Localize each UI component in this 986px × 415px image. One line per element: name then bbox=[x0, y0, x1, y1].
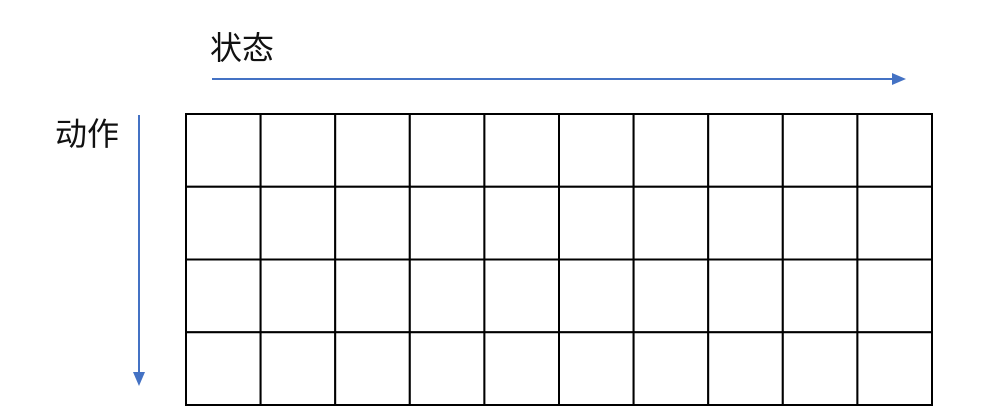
grid-cell bbox=[185, 185, 262, 261]
q-table-grid bbox=[185, 113, 934, 406]
grid-cell bbox=[558, 331, 635, 406]
grid-cell bbox=[483, 185, 560, 261]
action-arrow-head-icon bbox=[133, 372, 145, 386]
grid-cell bbox=[259, 113, 337, 188]
grid-cell bbox=[558, 258, 635, 334]
grid-cell bbox=[185, 258, 262, 334]
grid-cell bbox=[334, 113, 411, 188]
grid-cell bbox=[781, 185, 859, 261]
grid-cell bbox=[707, 258, 784, 334]
grid-cell bbox=[408, 331, 486, 406]
grid-cell bbox=[707, 113, 784, 188]
grid-cell bbox=[558, 185, 635, 261]
grid-cell bbox=[856, 113, 934, 188]
grid-cell bbox=[408, 258, 486, 334]
grid-cell bbox=[632, 331, 710, 406]
grid-cell bbox=[259, 258, 337, 334]
grid-cell bbox=[334, 331, 411, 406]
state-arrow-head-icon bbox=[892, 73, 906, 85]
grid-cell bbox=[483, 331, 560, 406]
grid-cell bbox=[185, 331, 262, 406]
grid-cell bbox=[707, 185, 784, 261]
grid-cell bbox=[334, 258, 411, 334]
grid-cell bbox=[856, 185, 934, 261]
grid-cell bbox=[483, 113, 560, 188]
grid-cell bbox=[259, 185, 337, 261]
grid-cell bbox=[707, 331, 784, 406]
grid-cell bbox=[856, 331, 934, 406]
state-axis-label: 状态 bbox=[210, 29, 275, 67]
grid-cell bbox=[185, 113, 262, 188]
grid-cell bbox=[334, 185, 411, 261]
grid-cell bbox=[781, 113, 859, 188]
grid-cell bbox=[408, 113, 486, 188]
grid-cell bbox=[558, 113, 635, 188]
grid-cell bbox=[781, 331, 859, 406]
grid-cell bbox=[632, 258, 710, 334]
grid-cell bbox=[259, 331, 337, 406]
grid-cell bbox=[632, 185, 710, 261]
action-axis-label: 动作 bbox=[55, 115, 120, 153]
grid-cell bbox=[632, 113, 710, 188]
grid-cell bbox=[483, 258, 560, 334]
grid-cell bbox=[856, 258, 934, 334]
grid-cell bbox=[781, 258, 859, 334]
grid-cell bbox=[408, 185, 486, 261]
